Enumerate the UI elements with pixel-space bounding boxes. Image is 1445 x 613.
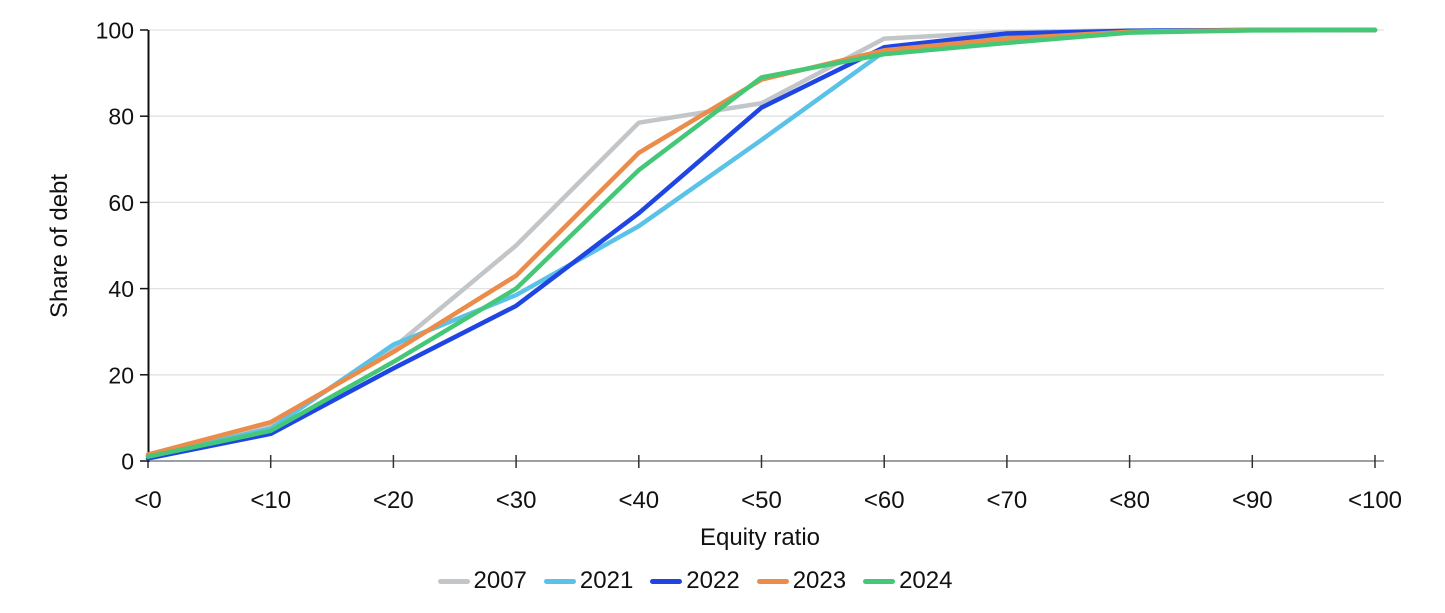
series-line-2021 — [145, 27, 1378, 459]
legend-item-2007: 2007 — [437, 567, 527, 594]
y-axis-title: Share of debt — [46, 174, 73, 318]
x-tick-label-<100: <100 — [1348, 487, 1402, 514]
legend: 2007 2021 2022 2023 2024 — [0, 563, 1390, 599]
x-tick-label-<30: <30 — [496, 487, 537, 514]
series-line-2023 — [145, 27, 1378, 457]
legend-label-2021: 2021 — [579, 567, 634, 594]
x-axis-title: Equity ratio — [700, 524, 820, 551]
legend-swatch-2024 — [863, 578, 896, 584]
x-tick-label-<20: <20 — [373, 487, 414, 514]
legend-item-2021: 2021 — [543, 567, 634, 594]
y-tick-label-60: 60 — [108, 190, 134, 216]
legend-label-2007: 2007 — [473, 567, 527, 594]
x-tick-label-<50: <50 — [741, 487, 782, 514]
series-line-2007 — [145, 27, 1378, 459]
series-line-2024 — [145, 27, 1378, 459]
y-tick-label-100: 100 — [96, 18, 134, 44]
y-tick-label-80: 80 — [108, 104, 134, 130]
x-tick-label-<80: <80 — [1109, 487, 1150, 514]
legend-label-2022: 2022 — [686, 567, 740, 594]
y-tick-label-40: 40 — [108, 276, 134, 302]
x-tick-label-<70: <70 — [987, 487, 1028, 514]
legend-item-2024: 2024 — [863, 569, 952, 593]
tick-labels: <0 <10 <20 <30 <40 <50 <60 <70 <80 <90 <100 0 20 40 60… — [96, 18, 1402, 515]
x-tick-label-<60: <60 — [864, 487, 905, 514]
x-tick-label-<40: <40 — [618, 487, 659, 514]
gridlines — [148, 29, 1384, 376]
legend-swatch-2022 — [650, 578, 683, 584]
legend-swatch-2021 — [543, 578, 576, 584]
y-tick-label-0: 0 — [121, 449, 134, 475]
legend-item-2022: 2022 — [650, 567, 740, 594]
y-tick-label-20: 20 — [108, 362, 134, 388]
x-tick-label-<90: <90 — [1232, 487, 1273, 514]
legend-swatch-2007 — [437, 578, 470, 584]
legend-label-2023: 2023 — [792, 567, 847, 594]
legend-item-2023: 2023 — [756, 567, 847, 594]
axes — [140, 29, 1384, 468]
legend-swatch-2023 — [756, 578, 789, 584]
series-lines — [145, 27, 1378, 461]
legend-label-2024: 2024 — [899, 567, 953, 594]
x-tick-label-<0: <0 — [134, 487, 161, 514]
x-tick-label-<10: <10 — [250, 487, 291, 514]
